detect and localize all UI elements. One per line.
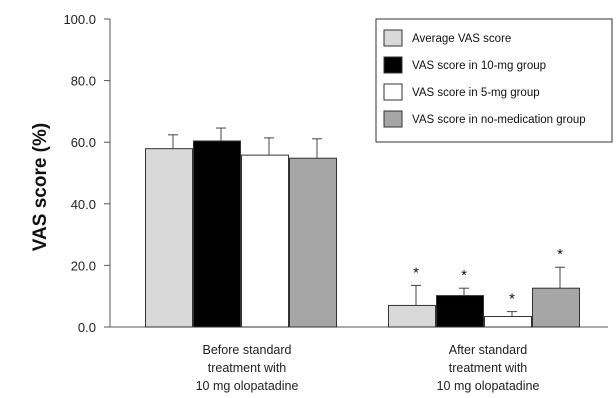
- y-tick-label: 80.0: [71, 74, 96, 89]
- category-label: 10 mg olopatadine: [196, 379, 299, 393]
- legend-swatch: [383, 56, 403, 74]
- legend-swatch: [383, 110, 403, 128]
- y-tick-label: 20.0: [71, 258, 96, 273]
- significance-mark: *: [509, 291, 515, 308]
- y-axis-label: VAS score (%): [30, 123, 51, 251]
- bar: [388, 304, 436, 328]
- bar: [289, 157, 337, 328]
- category-labels: Before standard treatment with 10 mg olopa…: [196, 343, 540, 393]
- y-tick-label: 60.0: [71, 135, 96, 150]
- y-tick-label: 0.0: [78, 320, 96, 335]
- bar: [193, 140, 241, 328]
- legend-swatch: [383, 83, 403, 101]
- legend-label: VAS score in 5-mg group: [412, 87, 540, 99]
- bar: [145, 148, 193, 328]
- category-label: treatment with: [208, 361, 287, 375]
- bar: [532, 287, 580, 328]
- category-label: After standard: [449, 343, 528, 357]
- category-label: Before standard: [203, 343, 292, 357]
- y-tick-label: 40.0: [71, 197, 96, 212]
- legend-label: Average VAS score: [412, 33, 511, 45]
- bar: [484, 316, 532, 328]
- category-label: treatment with: [449, 361, 528, 375]
- legend-swatch: [383, 29, 403, 47]
- significance-mark: *: [461, 267, 467, 284]
- legend-label: VAS score in no-medication group: [412, 114, 586, 126]
- bar: [241, 154, 289, 328]
- bar: [436, 295, 484, 328]
- bars: * * * *: [145, 127, 580, 328]
- legend-box: [375, 18, 613, 143]
- legend: Average VAS score VAS score in 10-mg grou…: [375, 18, 613, 143]
- significance-mark: *: [413, 264, 419, 281]
- legend-label: VAS score in 10-mg group: [412, 60, 546, 72]
- y-tick-label: 100.0: [63, 12, 96, 27]
- category-label: 10 mg olopatadine: [437, 379, 540, 393]
- significance-mark: *: [557, 246, 563, 263]
